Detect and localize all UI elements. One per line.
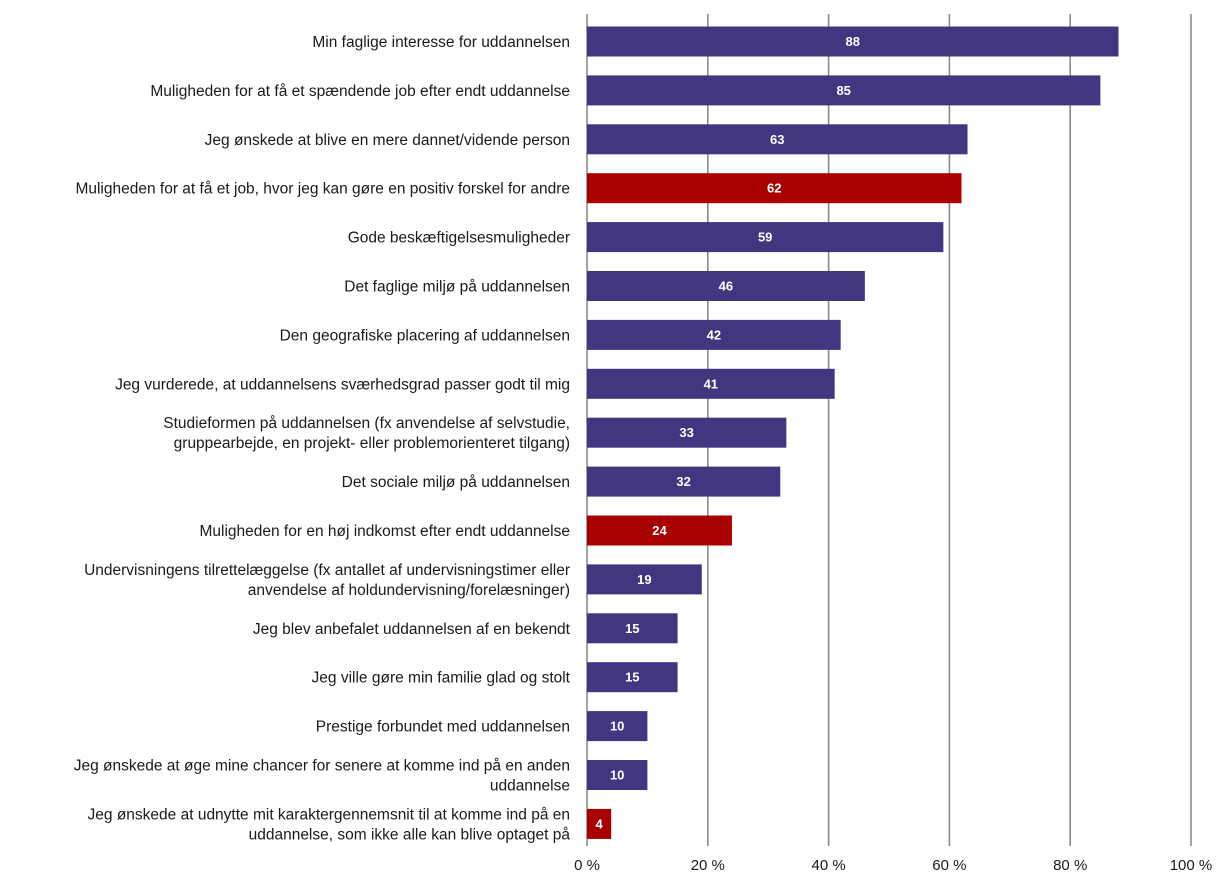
bar: [587, 75, 1101, 106]
x-tick-label: 100 %: [1170, 857, 1213, 872]
category-label: Jeg ønskede at øge mine chancer for sene…: [74, 758, 570, 775]
category-label: Det sociale miljø på uddannelsen: [342, 474, 570, 491]
bar-value-label: 62: [767, 181, 781, 196]
bar: [587, 564, 702, 595]
category-labels: Min faglige interesse for uddannelsen Mul…: [74, 34, 571, 843]
bar-value-label: 4: [595, 816, 603, 831]
bar: [587, 124, 968, 155]
category-label: Jeg ønskede at udnytte mit karaktergenne…: [88, 806, 570, 823]
bar-value-label: 63: [770, 132, 784, 147]
bar-value-label: 41: [704, 376, 718, 391]
category-label: Muligheden for en høj indkomst efter end…: [199, 523, 570, 540]
category-label: gruppearbejde, en projekt- eller problem…: [174, 435, 570, 452]
bar-value-label: 10: [610, 719, 624, 734]
bar-value-label: 15: [625, 621, 639, 636]
category-label: Jeg ønskede at blive en mere dannet/vide…: [205, 132, 570, 149]
x-tick-label: 20 %: [691, 857, 725, 872]
bars: [587, 26, 1119, 839]
bar: [587, 711, 648, 742]
category-label: Jeg blev anbefalet uddannelsen af en bek…: [253, 621, 571, 638]
x-tick-label: 40 %: [811, 857, 845, 872]
bar-value-label: 85: [836, 83, 850, 98]
category-label: Det faglige miljø på uddannelsen: [344, 279, 570, 296]
bar-value-label: 88: [846, 34, 860, 49]
category-label: Muligheden for at få et job, hvor jeg ka…: [75, 181, 570, 198]
category-label: Jeg vurderede, at uddannelsens sværhedsg…: [115, 376, 570, 393]
category-label: Gode beskæftigelsesmuligheder: [348, 230, 570, 247]
bar-value-label: 15: [625, 670, 639, 685]
x-tick-label: 80 %: [1053, 857, 1087, 872]
bar-value-label: 42: [707, 327, 721, 342]
category-label: Prestige forbundet med uddannelsen: [316, 719, 570, 736]
bar-value-label: 19: [637, 572, 651, 587]
bar-value-label: 59: [758, 230, 772, 245]
category-label: Den geografiske placering af uddannelsen: [280, 327, 570, 344]
bar-value-label: 33: [679, 425, 693, 440]
category-label: anvendelse af holdundervisning/forelæsni…: [248, 582, 570, 599]
bar-value-label: 32: [676, 474, 690, 489]
bar-value-label: 46: [719, 279, 733, 294]
category-label: Jeg ville gøre min familie glad og stolt: [312, 670, 571, 687]
bar: [587, 662, 678, 693]
bar: [587, 271, 865, 301]
bar: [587, 319, 841, 350]
bar: [587, 613, 678, 644]
category-label: Min faglige interesse for uddannelsen: [312, 34, 570, 51]
bar-value-labels: 88 85 63 62 59 46 42 41 33 32 24 19 15 15 10 10 4: [595, 34, 860, 831]
bar: [587, 368, 835, 399]
category-label: uddannelse: [490, 778, 570, 795]
bar: [587, 417, 787, 448]
x-tick-label: 60 %: [932, 857, 966, 872]
category-label: uddannelse, som ikke alle kan blive opta…: [249, 826, 571, 843]
x-tick-label: 0 %: [574, 857, 600, 872]
bar: [587, 26, 1119, 57]
bar: [587, 760, 648, 790]
bar: [587, 808, 612, 839]
bar-value-label: 10: [610, 768, 624, 783]
category-label: Muligheden for at få et spændende job ef…: [150, 83, 570, 100]
bar: [587, 466, 781, 497]
category-label: Undervisningens tilrettelæggelse (fx ant…: [84, 562, 570, 579]
bar: [587, 515, 732, 546]
bar: [587, 222, 944, 253]
bar: [587, 173, 962, 204]
category-label: Studieformen på uddannelsen (fx anvendel…: [163, 415, 570, 432]
x-axis-tick-labels: 0 % 20 % 40 % 60 % 80 % 100 %: [574, 857, 1212, 872]
bar-value-label: 24: [652, 523, 667, 538]
